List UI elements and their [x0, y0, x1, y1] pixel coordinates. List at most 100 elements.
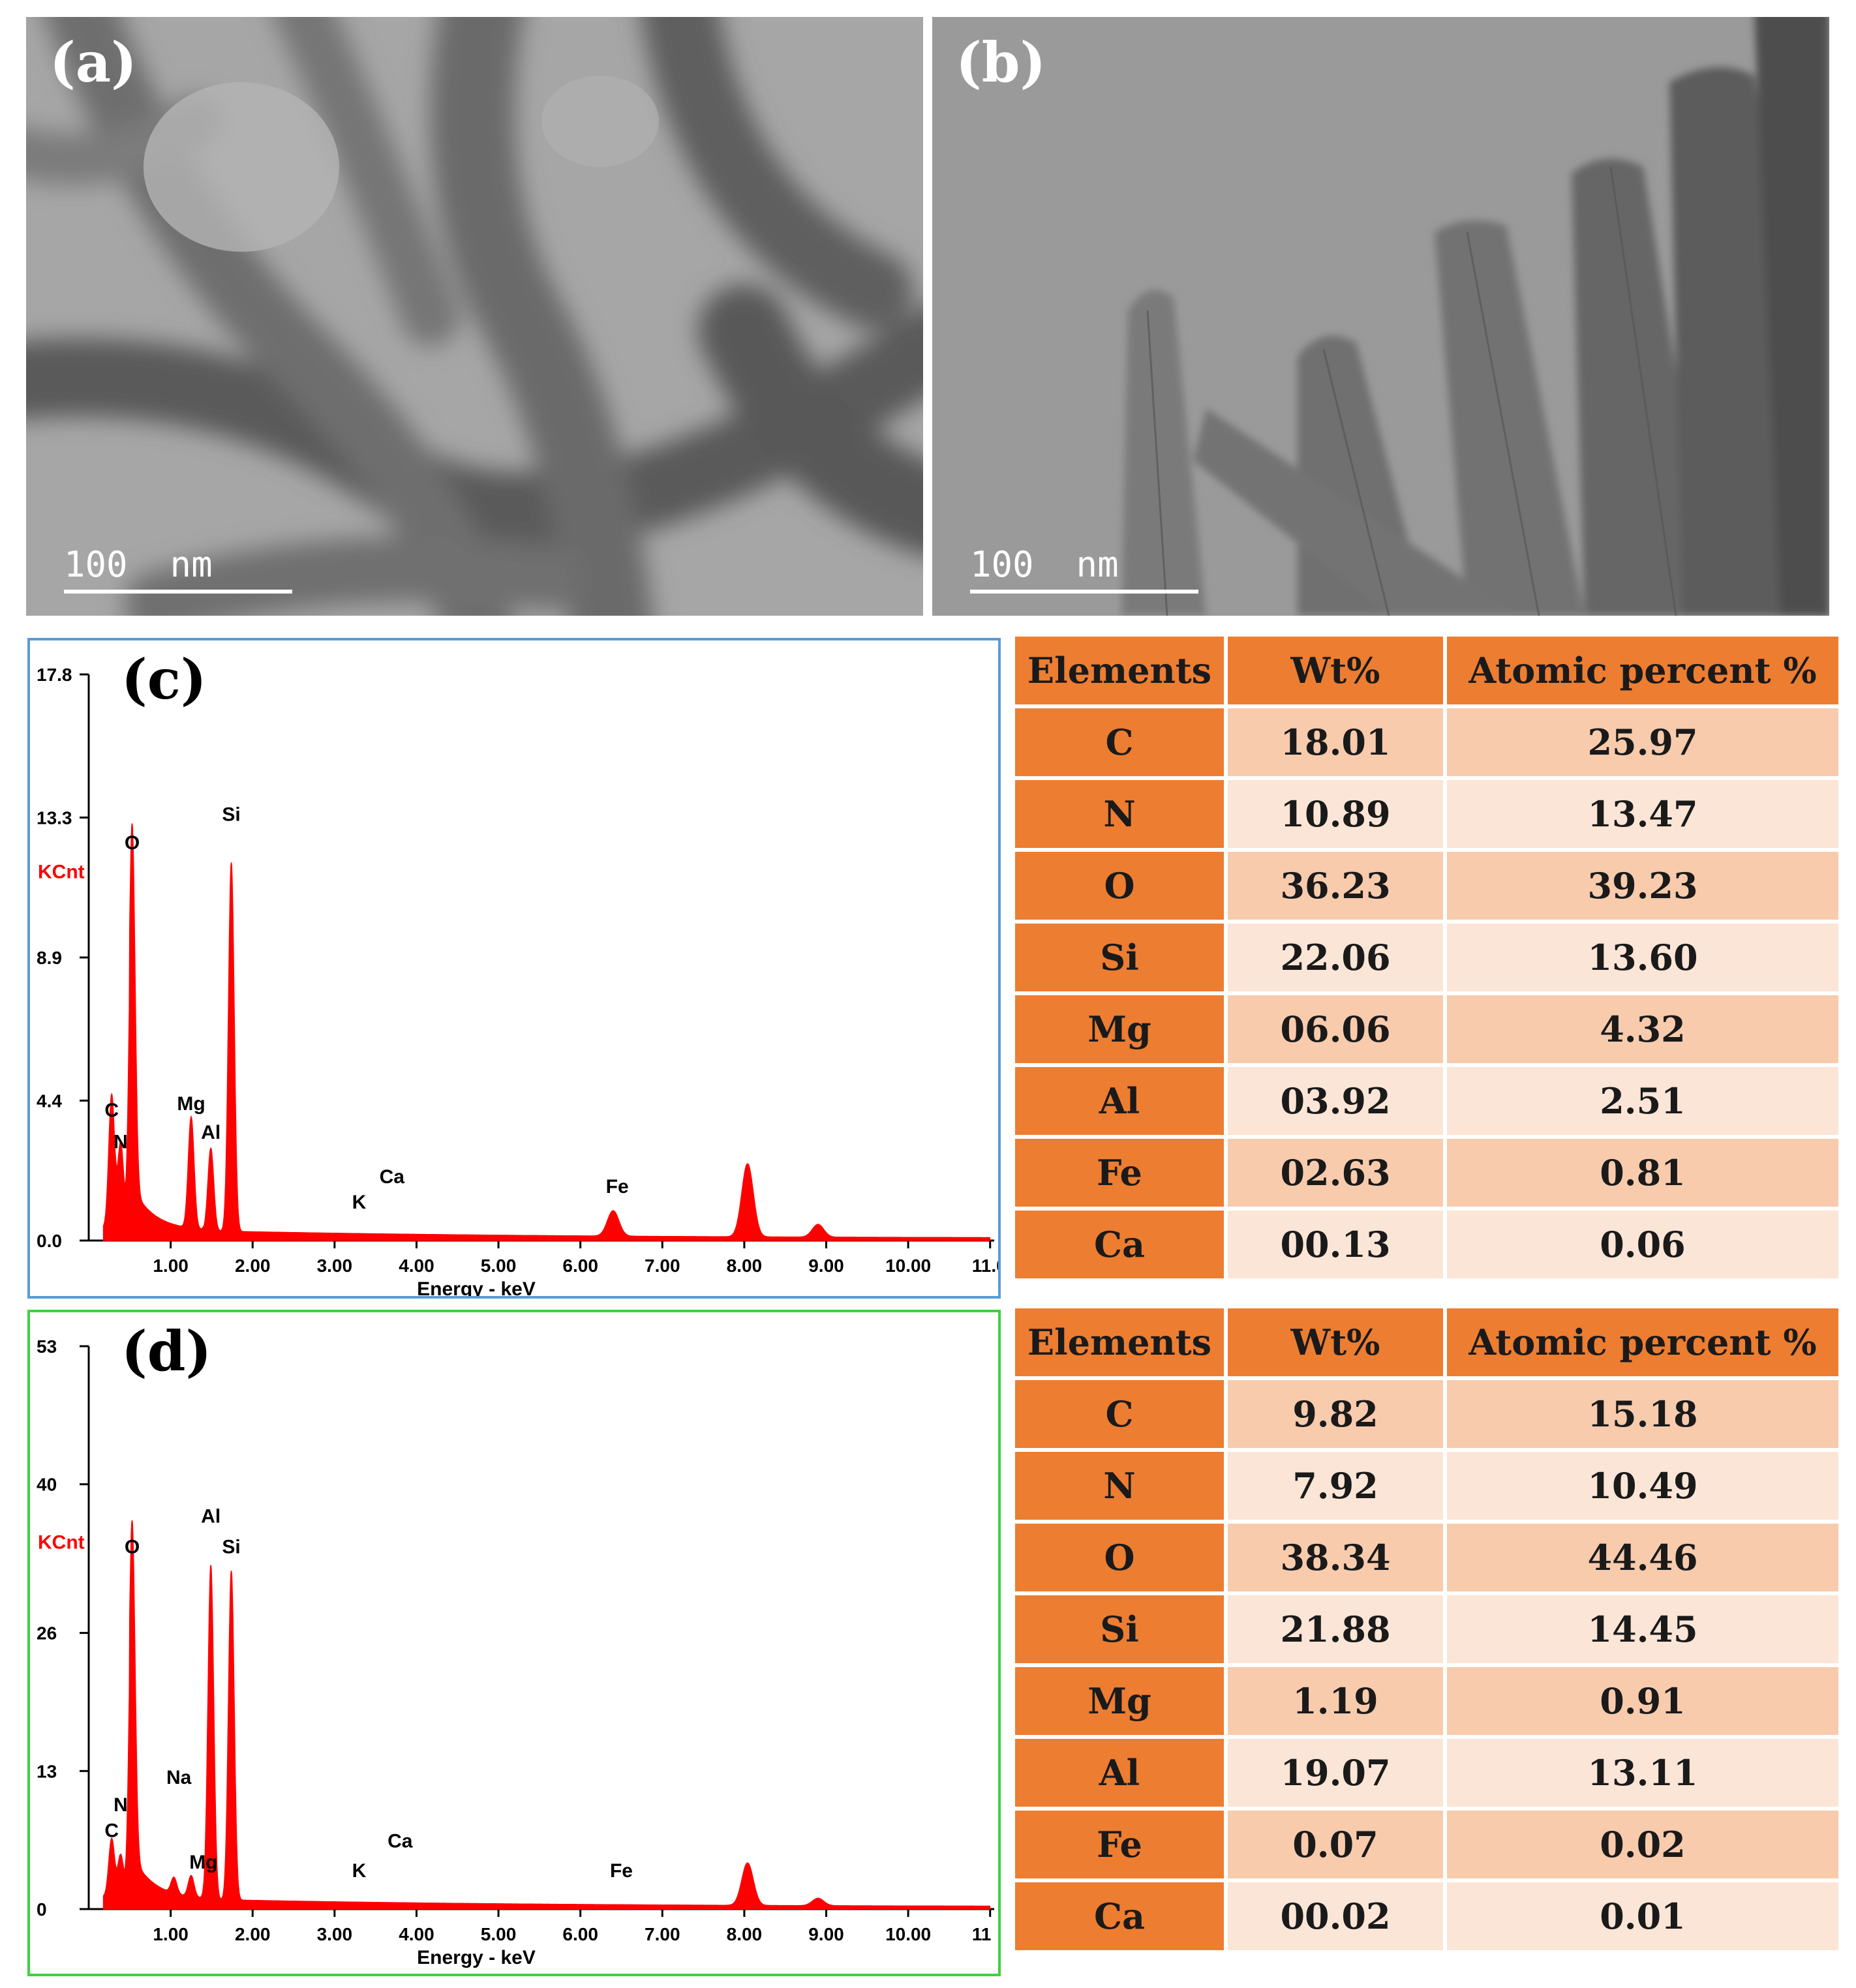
y-tick-label: 4.4	[37, 1091, 62, 1111]
x-tick-label: 2.00	[235, 1256, 271, 1276]
wt-percent-cell: 19.07	[1228, 1739, 1443, 1807]
atomic-percent-cell: 0.81	[1447, 1139, 1838, 1207]
scale-bar-a	[64, 590, 292, 594]
peak-point	[817, 1227, 819, 1228]
x-tick-label: 3.00	[317, 1256, 353, 1276]
peak-annotation-al: Al	[201, 1505, 221, 1527]
eds-spectrum-c: 0.0 4.4 8.9 13.3 17.8 KCnt 1.00 2.00 3.00 4.00 5.0…	[27, 638, 1001, 1299]
atomic-percent-cell: 0.01	[1447, 1882, 1838, 1950]
header-wt: Wt%	[1228, 1308, 1443, 1376]
x-tick-label: 10.00	[885, 1924, 931, 1944]
peak-annotation-mg: Mg	[177, 1093, 205, 1115]
table-row: Fe 0.07 0.02	[1015, 1811, 1838, 1878]
y-tick-label: 13	[37, 1761, 57, 1781]
peak-annotation-c: C	[104, 1100, 119, 1121]
x-tick-label: 9.00	[808, 1924, 844, 1944]
atomic-percent-cell: 15.18	[1447, 1380, 1838, 1448]
peak-annotation-ca: Ca	[388, 1831, 413, 1852]
peak-annotation-k: K	[352, 1192, 367, 1213]
x-tick-label: 7.00	[645, 1924, 680, 1944]
wt-percent-cell: 06.06	[1228, 995, 1443, 1063]
atomic-percent-cell: 4.32	[1447, 995, 1838, 1063]
table-row: Mg 06.06 4.32	[1015, 995, 1838, 1063]
peak-annotation-si: Si	[222, 804, 240, 825]
header-atomic: Atomic percent %	[1447, 1308, 1838, 1376]
element-cell: O	[1015, 1524, 1224, 1591]
element-cell: C	[1015, 1380, 1224, 1448]
peak-point	[120, 1866, 121, 1867]
atomic-percent-cell: 13.47	[1447, 780, 1838, 848]
wt-percent-cell: 38.34	[1228, 1524, 1443, 1591]
atomic-percent-cell: 39.23	[1447, 852, 1838, 920]
peak-annotation-na: Na	[166, 1767, 192, 1788]
element-cell: C	[1015, 708, 1224, 776]
wt-percent-cell: 1.19	[1228, 1667, 1443, 1735]
panel-label-c: (c)	[121, 647, 207, 712]
table-row: C 9.82 15.18	[1015, 1380, 1838, 1448]
peak-annotation-al: Al	[201, 1122, 221, 1143]
atomic-percent-cell: 14.45	[1447, 1595, 1838, 1663]
atomic-percent-cell: 10.49	[1447, 1452, 1838, 1520]
x-tick-label: 10.00	[885, 1256, 931, 1276]
scale-bar-b	[970, 590, 1198, 594]
y-axis-label: KCnt	[38, 1532, 85, 1554]
atomic-percent-cell: 0.02	[1447, 1811, 1838, 1878]
wt-percent-cell: 00.13	[1228, 1211, 1443, 1278]
atomic-percent-cell: 2.51	[1447, 1067, 1838, 1135]
scale-bar-label-b: 100 nm	[970, 544, 1119, 585]
table-row: O 38.34 44.46	[1015, 1524, 1838, 1591]
table-row: Al 19.07 13.11	[1015, 1739, 1838, 1807]
x-tick-label: 6.00	[562, 1256, 598, 1276]
atomic-percent-cell: 44.46	[1447, 1524, 1838, 1591]
panel-label-a: (a)	[50, 30, 137, 95]
y-tick-label: 40	[37, 1475, 57, 1495]
wt-percent-cell: 10.89	[1228, 780, 1443, 848]
peak-point	[817, 1901, 819, 1903]
table-row: N 10.89 13.47	[1015, 780, 1838, 848]
wt-percent-cell: 36.23	[1228, 852, 1443, 920]
table-row: Si 22.06 13.60	[1015, 924, 1838, 991]
x-tick-label: 8.00	[727, 1256, 763, 1276]
wt-percent-cell: 18.01	[1228, 708, 1443, 776]
x-tick-label: 3.00	[317, 1924, 353, 1944]
table-row: Al 03.92 2.51	[1015, 1067, 1838, 1135]
x-axis-label: Energy - keV	[417, 1947, 536, 1968]
x-tick-label: 1.00	[153, 1256, 189, 1276]
x-tick-label: 5.00	[481, 1256, 517, 1276]
element-cell: Fe	[1015, 1139, 1224, 1207]
peak-annotation-si: Si	[222, 1537, 240, 1558]
peak-annotation-fe: Fe	[610, 1860, 633, 1882]
peak-annotation-n: N	[114, 1132, 128, 1153]
peak-annotation-mg: Mg	[189, 1852, 217, 1873]
table-row: O 36.23 39.23	[1015, 852, 1838, 920]
x-tick-label: 1.00	[153, 1924, 189, 1944]
panel-label-b: (b)	[956, 30, 1046, 95]
atomic-percent-cell: 13.11	[1447, 1739, 1838, 1807]
eds-chart-d: 0 13 26 40 53 KCnt 1.00 2.00 3.00 4.00 5.00 6.00 7.0…	[37, 1336, 994, 1968]
peak-point	[120, 1154, 121, 1155]
header-elements: Elements	[1015, 637, 1224, 704]
x-tick-label: 6.00	[562, 1924, 598, 1944]
tem-micrograph-b	[932, 17, 1829, 616]
element-cell: Si	[1015, 924, 1224, 991]
peak-annotation-n: N	[114, 1794, 128, 1816]
table-row: Ca 00.02 0.01	[1015, 1882, 1838, 1950]
peak-point	[190, 1128, 192, 1130]
table-row: Si 21.88 14.45	[1015, 1595, 1838, 1663]
y-tick-label: 0.0	[37, 1231, 62, 1251]
element-cell: Mg	[1015, 1667, 1224, 1735]
wt-percent-cell: 22.06	[1228, 924, 1443, 991]
y-tick-label: 26	[37, 1623, 57, 1644]
table-row: Fe 02.63 0.81	[1015, 1139, 1838, 1207]
peak-annotation-o: O	[125, 832, 140, 854]
element-cell: Fe	[1015, 1811, 1224, 1878]
element-cell: O	[1015, 852, 1224, 920]
y-axis-label: KCnt	[38, 861, 85, 882]
spectrum-area	[102, 1520, 991, 1910]
x-tick-label: 2.00	[235, 1924, 271, 1944]
panel-label-d: (d)	[121, 1319, 212, 1383]
peak-annotation-o: O	[125, 1537, 140, 1558]
x-tick-label: 4.00	[399, 1924, 434, 1944]
spectrum-area	[102, 823, 991, 1241]
table-row: C 18.01 25.97	[1015, 708, 1838, 776]
